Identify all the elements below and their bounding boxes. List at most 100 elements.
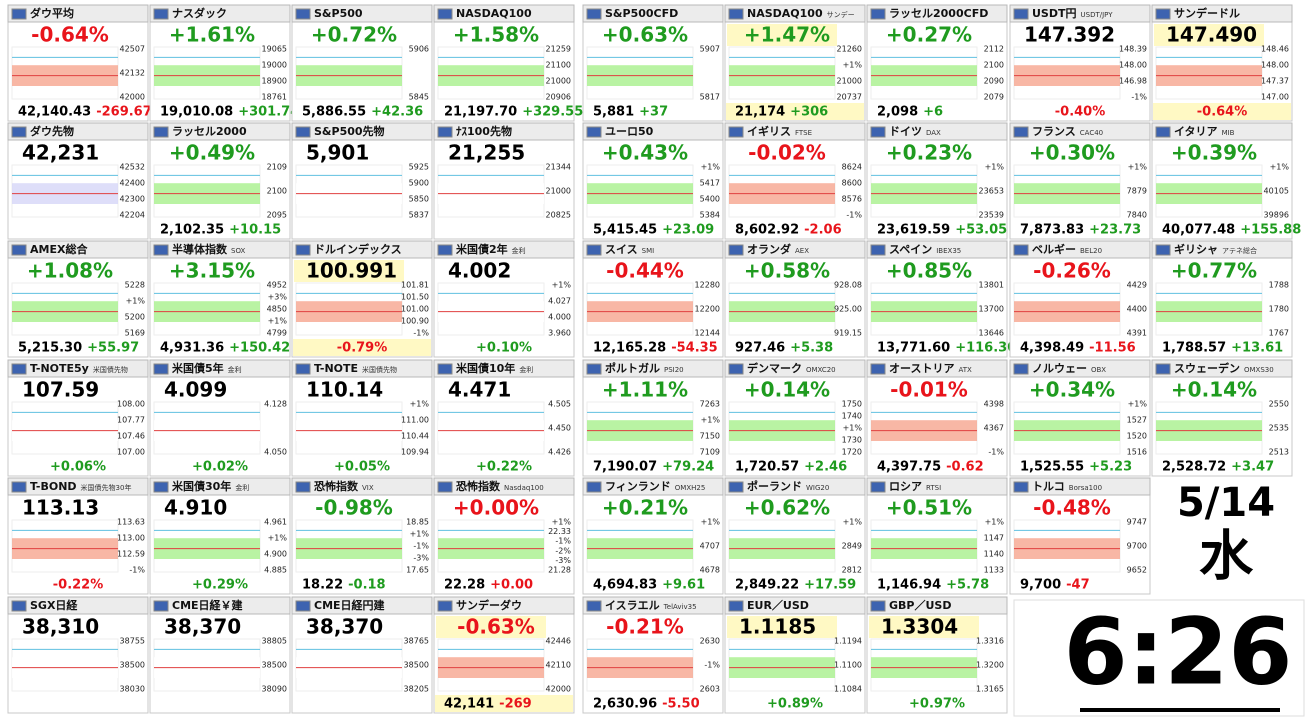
tile-header <box>1009 477 1151 496</box>
headline: 147.490 <box>1166 23 1257 47</box>
tile-header <box>582 596 724 615</box>
tile-name: CME日経￥建 <box>172 598 244 612</box>
tile-name: T-BOND <box>30 480 77 493</box>
axis-label: +1% <box>126 297 146 306</box>
tile-name: 米国債5年 <box>171 361 224 375</box>
change: -0.64% <box>1197 105 1248 120</box>
tile-header <box>433 240 575 259</box>
tile-sub: サンデー <box>827 10 855 19</box>
axis-label: 100.90 <box>401 317 429 326</box>
change: +116.30 <box>955 341 1016 356</box>
tile-header <box>724 240 866 259</box>
axis-label: 107.46 <box>117 432 145 441</box>
headline: 113.13 <box>22 496 99 520</box>
headline: +0.85% <box>886 259 972 283</box>
change: +3.47 <box>1231 460 1274 475</box>
axis-label: 42300 <box>120 195 145 204</box>
change: +79.24 <box>662 460 714 475</box>
axis-label: 4.900 <box>264 550 287 559</box>
tile-header <box>1151 122 1293 141</box>
tile-name: GBP／USD <box>889 599 951 612</box>
tile-sub: 米国債先物 <box>362 365 397 374</box>
axis-label: -3% <box>555 556 571 565</box>
price: 19,010.08 <box>160 105 233 120</box>
axis-label: 40105 <box>1264 187 1289 196</box>
headline: -0.26% <box>1033 259 1111 283</box>
axis-label: 21000 <box>546 77 571 86</box>
axis-label: 928.08 <box>834 281 862 290</box>
flag-icon <box>586 363 602 375</box>
change: -0.22% <box>53 578 104 593</box>
tile-name: オランダ <box>747 242 791 256</box>
flag-icon <box>728 8 744 20</box>
tile-name: スウェーデン <box>1174 361 1240 375</box>
headline: 21,255 <box>448 141 525 165</box>
tile-header <box>7 359 149 378</box>
tile-name: 米国債10年 <box>455 361 515 375</box>
axis-label: 38765 <box>404 637 429 646</box>
price: 1,720.57 <box>735 460 799 475</box>
tile-header <box>7 4 149 23</box>
flag-icon <box>437 244 453 256</box>
axis-label: 1516 <box>1127 448 1147 457</box>
tile-sub: SOX <box>231 247 246 255</box>
price: 2,098 <box>877 105 918 120</box>
axis-label: 1.3165 <box>976 685 1004 694</box>
tile-name: イタリア <box>1174 125 1218 138</box>
tile-header <box>866 596 1008 615</box>
axis-label: 20906 <box>546 93 571 102</box>
tile-header <box>7 240 149 259</box>
tile-sub: 金利 <box>512 246 526 255</box>
axis-label: 7879 <box>1127 187 1147 196</box>
tile-name: イギリス <box>747 124 791 138</box>
tile-sub: RTSI <box>926 484 941 492</box>
headline: 38,310 <box>22 615 99 639</box>
price: 4,397.75 <box>877 460 941 475</box>
headline: +1.08% <box>27 259 113 283</box>
flag-icon <box>437 126 453 138</box>
axis-label: 148.00 <box>1261 61 1289 70</box>
price: 21,197.70 <box>444 105 517 120</box>
axis-label: +1% <box>843 61 863 70</box>
tile-name: ドルインデックス <box>314 242 402 256</box>
axis-label: 2100 <box>267 187 287 196</box>
axis-label: 101.50 <box>401 293 429 302</box>
axis-label: 38090 <box>262 685 287 694</box>
headline: -0.21% <box>606 615 684 639</box>
change: -0.79% <box>337 341 388 356</box>
axis-label: 12200 <box>695 305 720 314</box>
axis-label: 5228 <box>125 281 145 290</box>
tile-name: ロシア <box>889 480 922 493</box>
tile-name: S&P500 <box>314 7 363 20</box>
tile-name: ダウ先物 <box>30 124 74 138</box>
axis-label: 4.885 <box>264 566 287 575</box>
flag-icon <box>11 8 27 20</box>
change: +155.88 <box>1240 223 1301 238</box>
axis-label: 112.59 <box>117 550 145 559</box>
headline: +0.21% <box>602 496 688 520</box>
axis-label: 1767 <box>1269 329 1289 338</box>
tile-header <box>1009 240 1151 259</box>
price: 13,771.60 <box>877 341 950 356</box>
flag-icon <box>870 481 886 493</box>
axis-label: 21259 <box>546 45 571 54</box>
tile-name: ノルウェー <box>1032 362 1087 375</box>
headline-highlight <box>294 260 404 282</box>
price: 2,102.35 <box>160 223 224 238</box>
change: +0.97% <box>909 697 965 712</box>
change: +329.55 <box>522 105 583 120</box>
price: 2,630.96 <box>593 697 657 712</box>
tile-name: トルコ <box>1032 480 1065 493</box>
headline-highlight <box>1154 24 1264 46</box>
tile-header <box>1009 122 1151 141</box>
tile-sub: 米国債先物30年 <box>81 483 132 492</box>
tile-sub: 金利 <box>235 483 249 492</box>
tile-name: 米国債2年 <box>455 242 508 256</box>
flag-icon <box>153 126 169 138</box>
axis-label: +1% <box>701 416 721 425</box>
tile-header <box>433 122 575 141</box>
headline-highlight <box>727 24 837 46</box>
price: 4,694.83 <box>593 578 657 593</box>
axis-label: 42132 <box>120 69 145 78</box>
headline: 38,370 <box>306 615 383 639</box>
